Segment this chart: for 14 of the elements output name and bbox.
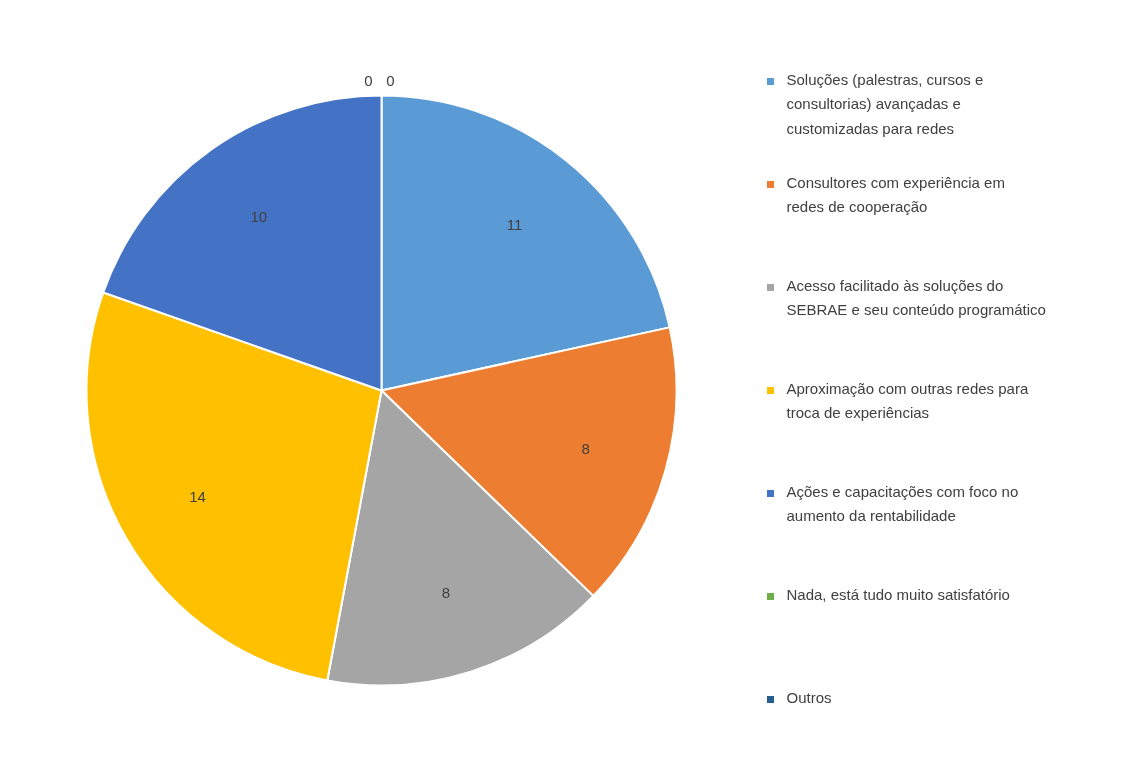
legend-label: Outros bbox=[786, 688, 832, 706]
legend-label: Soluções (palestras, cursos e consultorias) avançadas e customizadas para redes bbox=[786, 70, 984, 137]
text: 0 bbox=[386, 71, 395, 89]
data-label: 14 bbox=[189, 487, 206, 505]
legend-label: Nada, está tudo muito satisfatório bbox=[786, 585, 1010, 603]
data-label: 8 bbox=[441, 583, 451, 601]
legend-label: Acesso facilitado às soluções do SEBRAE e seu conteúdo programático bbox=[786, 276, 1046, 319]
legend-label: Ações e capacitações com foco no aumento da rentabilidade bbox=[786, 482, 1019, 525]
data-label: 11 bbox=[506, 216, 523, 234]
text: 0 bbox=[364, 71, 373, 89]
legend-label: Consultores com experiência em redes de cooperação bbox=[786, 173, 1005, 216]
data-label: 10 bbox=[250, 208, 268, 226]
legend-label: Aproximação com outras redes para troca de experiências bbox=[786, 379, 1029, 422]
data-label: 8 bbox=[581, 439, 590, 457]
